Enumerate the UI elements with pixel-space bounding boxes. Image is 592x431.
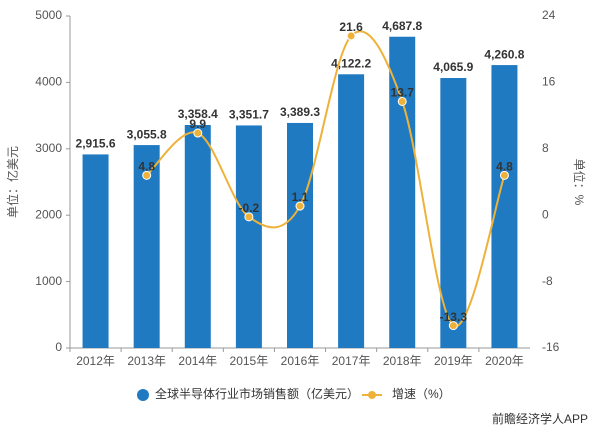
x-tick-label: 2017年 [332, 354, 371, 368]
line-value-label: 13.7 [391, 86, 415, 100]
y2-tick-label: 0 [542, 207, 549, 221]
x-tick-label: 2019年 [434, 354, 473, 368]
bar-value-label: 3,358.4 [178, 107, 218, 121]
line-value-label: 1.1 [292, 190, 309, 204]
line-value-label: -13.3 [440, 310, 468, 324]
bar [235, 125, 262, 349]
line-value-label: 21.6 [339, 20, 363, 34]
line-value-label: -0.2 [239, 201, 260, 215]
bar-value-label: 4,687.8 [382, 19, 422, 33]
y-tick-label: 3000 [35, 141, 62, 155]
legend-swatch [368, 391, 376, 399]
x-tick-label: 2013年 [127, 354, 166, 368]
line-point [142, 170, 152, 180]
bar-value-label: 4,122.2 [331, 56, 371, 70]
y2-tick-label: 24 [542, 8, 556, 22]
x-tick-label: 2016年 [281, 354, 320, 368]
y-tick-label: 2000 [35, 207, 62, 221]
bar [184, 125, 211, 348]
line-point [397, 96, 407, 106]
bar [440, 78, 467, 349]
y2-tick-label: -8 [542, 274, 553, 288]
x-tick-label: 2012年 [76, 354, 115, 368]
y-axis-label: 单位：亿美元 [5, 146, 20, 218]
y2-tick-label: -16 [542, 340, 560, 354]
line-value-label: 9.9 [189, 117, 206, 131]
line-point [448, 321, 458, 331]
x-tick-label: 2014年 [178, 354, 217, 368]
legend-label: 全球半导体行业市场销售额（亿美元） [155, 386, 359, 401]
y2-tick-label: 16 [542, 75, 556, 89]
y2-axis-label: 单位：% [572, 159, 587, 206]
line-point [193, 128, 203, 138]
bar-value-label: 3,389.3 [280, 105, 320, 119]
bar-value-label: 4,260.8 [484, 47, 524, 61]
y-tick-label: 1000 [35, 274, 62, 288]
line-point [295, 201, 305, 211]
line-point [499, 170, 509, 180]
y2-tick-label: 8 [542, 141, 549, 155]
bar-value-label: 3,351.7 [229, 108, 269, 122]
line-point [346, 31, 356, 41]
legend-swatch [137, 389, 149, 401]
legend-label: 增速（%） [392, 387, 451, 401]
bar-value-label: 2,915.6 [76, 137, 116, 151]
bar-value-label: 4,065.9 [433, 60, 473, 74]
y-tick-label: 4000 [35, 75, 62, 89]
line-value-label: 4.8 [138, 160, 155, 174]
y-tick-label: 5000 [35, 8, 62, 22]
bar [389, 36, 416, 349]
x-tick-label: 2015年 [230, 354, 269, 368]
line-point [244, 212, 254, 222]
x-tick-label: 2020年 [485, 354, 524, 368]
x-tick-label: 2018年 [383, 354, 422, 368]
y-tick-label: 0 [55, 340, 62, 354]
watermark: 前瞻经济学人APP [492, 411, 588, 426]
line-value-label: 4.8 [496, 160, 513, 174]
bar [338, 74, 365, 348]
bar-value-label: 3,055.8 [127, 127, 167, 141]
bar [82, 154, 109, 348]
bar [287, 122, 313, 349]
